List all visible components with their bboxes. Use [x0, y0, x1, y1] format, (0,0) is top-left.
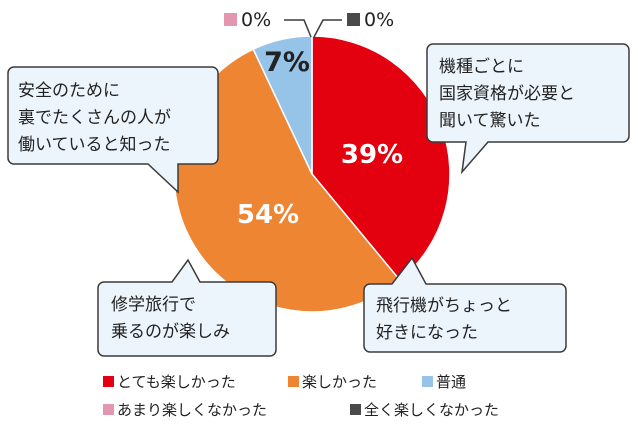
callout-line: 乗るのが楽しみ: [111, 322, 230, 342]
callout-bubble-shape: [7, 66, 219, 194]
leader-line-pink: [284, 19, 312, 38]
callout-bottom-left: 修学旅行で 乗るのが楽しみ: [97, 258, 277, 357]
callout-line: 国家資格が必要と: [439, 84, 575, 104]
callout-line: 安全のために: [18, 81, 120, 101]
legend-swatch-orange: [288, 376, 299, 387]
legend-label: 全く楽しくなかった: [364, 401, 499, 419]
callout-top-left: 安全のために 裏でたくさんの人が 働いていると知った: [7, 66, 219, 194]
callout-line: 聞いて驚いた: [439, 111, 541, 131]
legend-swatch-blue: [422, 376, 433, 387]
pie-slice-2: [252, 35, 313, 175]
legend-swatch-red: [103, 376, 114, 387]
pie-slices: [173, 35, 451, 313]
swatch-zero-dark: [347, 13, 360, 26]
callout-top-right: 機種ごとに 国家資格が必要と 聞いて驚いた: [426, 43, 630, 175]
callout-line: 機種ごとに: [439, 57, 524, 77]
callout-line: 飛行機がちょっと: [376, 296, 512, 316]
legend: とても楽しかった 楽しかった 普通 あまり楽しくなかった 全く楽しくなかった: [103, 373, 499, 419]
leader-line-dark: [313, 19, 342, 38]
legend-label: 楽しかった: [302, 373, 377, 391]
callout-line: 働いていると知った: [18, 135, 171, 155]
callout-line: 修学旅行で: [111, 295, 196, 315]
data-label-39: 39%: [341, 140, 403, 170]
callout-bubble-shape: [363, 256, 567, 353]
callout-bottom-right: 飛行機がちょっと 好きになった: [363, 256, 567, 353]
data-label-0-dark: 0%: [364, 9, 394, 31]
data-label-0-pink: 0%: [241, 9, 271, 31]
legend-swatch-dark: [350, 404, 361, 415]
callout-line: 好きになった: [376, 323, 478, 343]
data-label-54: 54%: [237, 200, 299, 230]
legend-label: あまり楽しくなかった: [117, 401, 267, 419]
callout-bubble-shape: [426, 43, 630, 175]
data-label-7: 7%: [264, 47, 310, 78]
callout-bubble-shape: [97, 258, 277, 357]
legend-label: とても楽しかった: [117, 373, 236, 391]
legend-swatch-pink: [103, 404, 114, 415]
swatch-zero-pink: [224, 13, 237, 26]
callout-line: 裏でたくさんの人が: [18, 107, 171, 128]
legend-label: 普通: [436, 373, 466, 391]
